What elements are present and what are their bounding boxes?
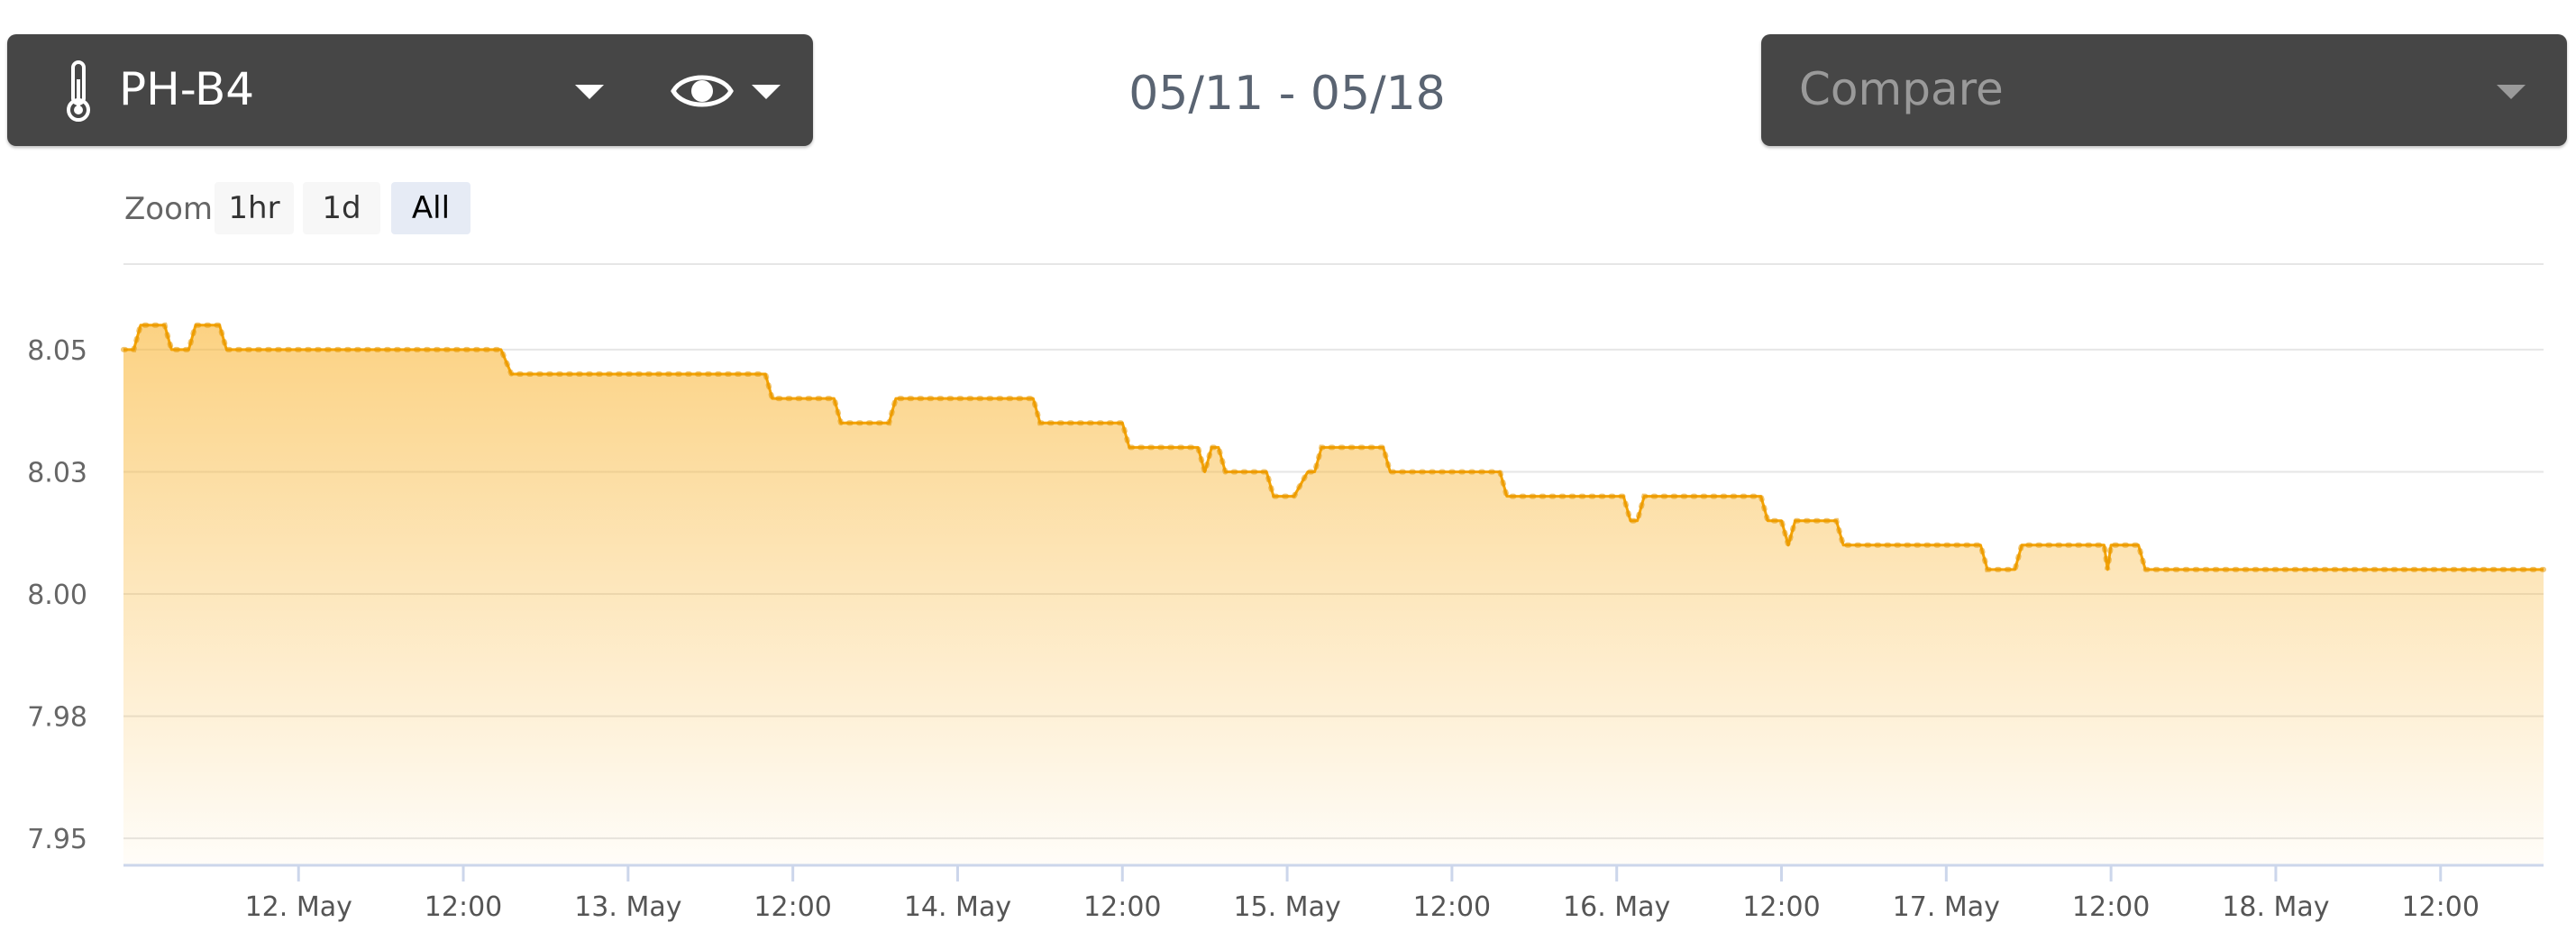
sensor-label: PH-B4 <box>119 63 255 115</box>
chevron-down-icon <box>2497 85 2526 99</box>
zoom-1hr-button[interactable]: 1hr <box>215 182 294 234</box>
sensor-dropdown[interactable]: PH-B4 <box>7 34 813 146</box>
eye-icon <box>671 75 734 107</box>
y-tick-label: 8.05 <box>27 335 87 367</box>
zoom-all-button[interactable]: All <box>391 182 470 234</box>
x-tick-label: 12:00 <box>1742 891 1820 923</box>
visibility-toggle-button[interactable] <box>671 59 782 123</box>
x-tick-label: 13. May <box>574 891 681 923</box>
chevron-down-icon <box>752 85 781 99</box>
x-tick-label: 17. May <box>1893 891 2000 923</box>
x-tick-label: 12. May <box>245 891 352 923</box>
zoom-1d-button[interactable]: 1d <box>303 182 380 234</box>
zoom-label: Zoom <box>124 191 214 227</box>
y-tick-label: 8.03 <box>27 457 87 489</box>
x-tick-label: 12:00 <box>2402 891 2480 923</box>
y-tick-label: 8.00 <box>27 580 87 611</box>
compare-dropdown[interactable]: Compare <box>1761 34 2567 146</box>
x-tick-label: 15. May <box>1233 891 1340 923</box>
series-area-fill <box>123 324 2544 865</box>
x-tick-label: 14. May <box>904 891 1011 923</box>
x-tick-label: 16. May <box>1563 891 1670 923</box>
x-tick-label: 18. May <box>2222 891 2329 923</box>
x-tick-label: 12:00 <box>754 891 831 923</box>
date-range: 05/11 - 05/18 <box>1128 67 1446 121</box>
series-markers <box>121 322 2546 572</box>
x-tick-label: 12:00 <box>1083 891 1161 923</box>
x-tick-label: 12:00 <box>425 891 502 923</box>
y-tick-label: 7.95 <box>27 824 87 855</box>
compare-placeholder: Compare <box>1799 63 2004 115</box>
x-tick-label: 12:00 <box>2072 891 2150 923</box>
chevron-down-icon[interactable] <box>575 85 604 99</box>
x-tick-label: 12:00 <box>1413 891 1491 923</box>
y-tick-label: 7.98 <box>27 702 87 734</box>
thermometer-icon <box>67 60 90 122</box>
